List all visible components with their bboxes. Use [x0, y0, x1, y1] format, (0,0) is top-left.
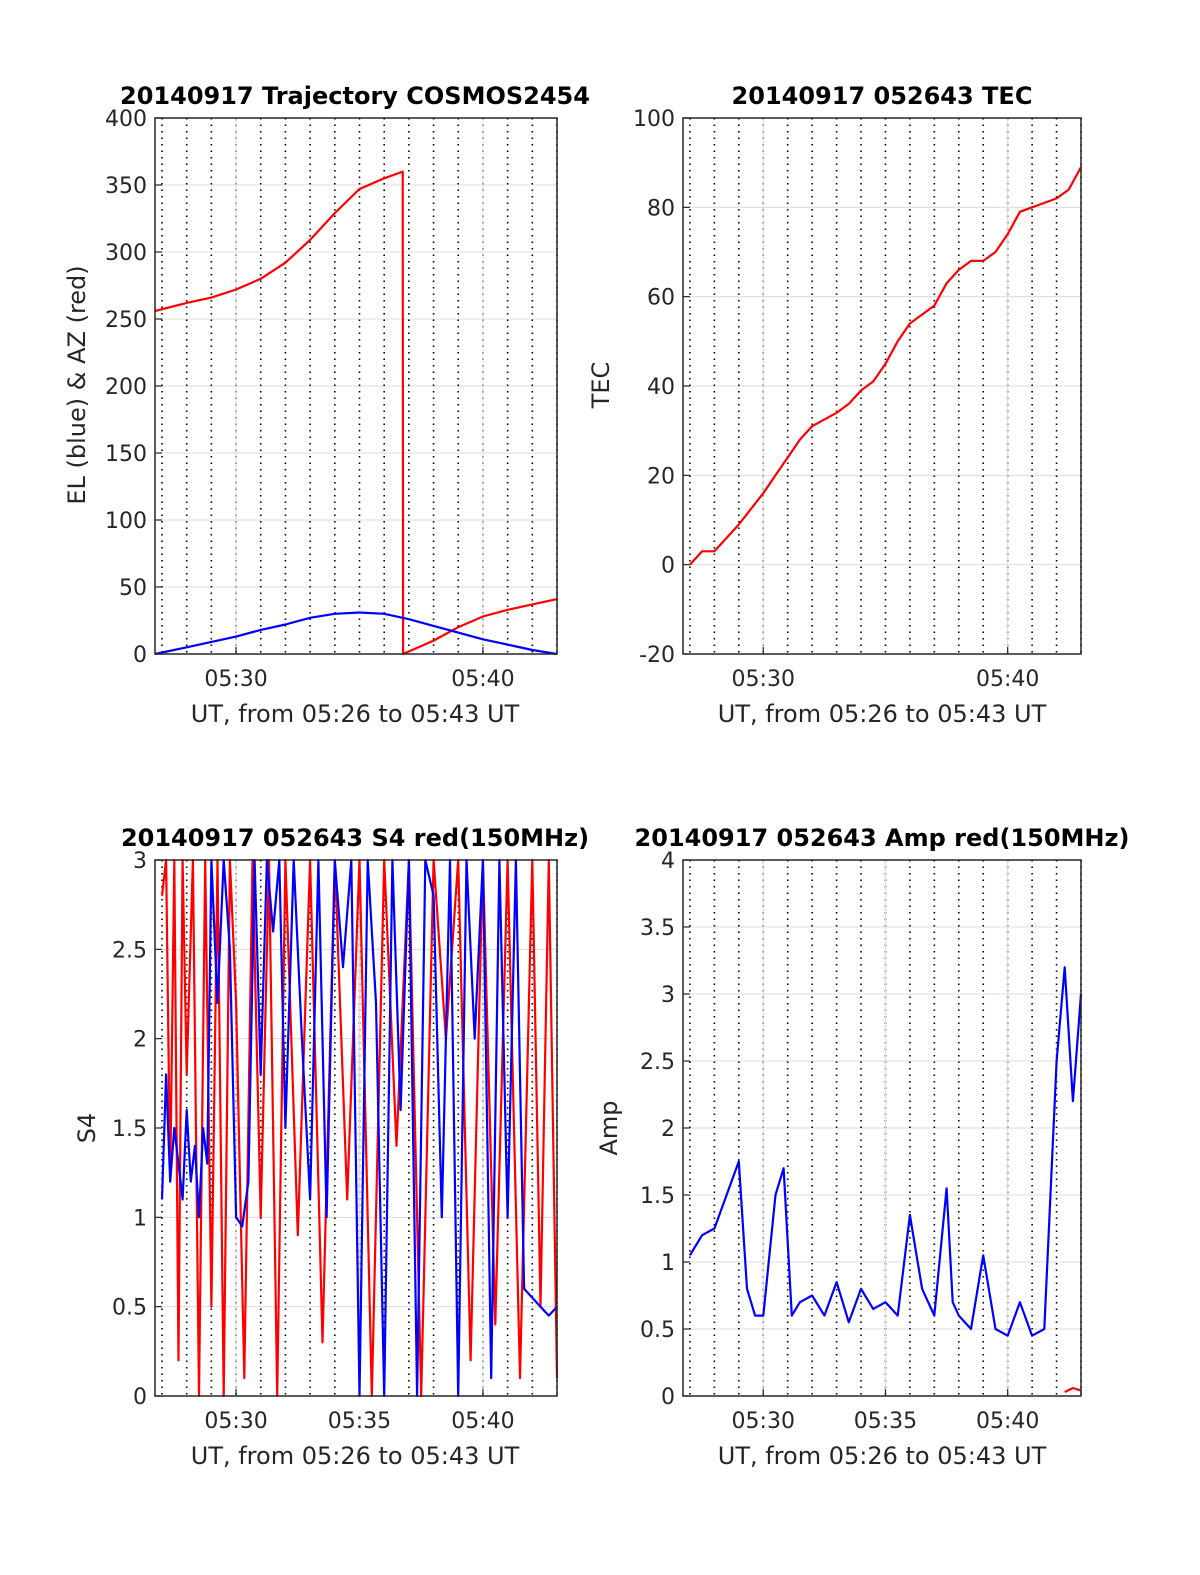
x-tick-label: 05:30 [204, 667, 267, 692]
y-tick-label: 50 [119, 576, 147, 601]
y-tick-label: 1.5 [640, 1184, 675, 1209]
y-tick-label: 0 [661, 1385, 675, 1410]
tec-title: 20140917 052643 TEC [732, 82, 1033, 110]
tec-panel: 20140917 052643 TEC UT, from 05:26 to 05… [587, 82, 1082, 728]
y-tick-label: 1.5 [112, 1117, 147, 1142]
y-tick-label: 60 [647, 286, 675, 311]
y-tick-label: 1 [133, 1206, 147, 1231]
s4-x-ticks: 05:30 05:35 05:40 [204, 1389, 515, 1434]
amp-y-ticks: 0 0.5 1 1.5 2 2.5 3 3.5 4 [640, 849, 690, 1410]
tec-y-ticks: -20 0 20 40 60 80 100 [633, 107, 690, 668]
amp-title: 20140917 052643 Amp red(150MHz) [635, 824, 1130, 852]
trajectory-panel: 20140917 Trajectory COSMOS2454 UT, from … [63, 82, 590, 728]
amp-xlabel: UT, from 05:26 to 05:43 UT [718, 1442, 1047, 1470]
s4-panel: 20140917 052643 S4 red(150MHz) UT, from … [73, 824, 589, 1470]
y-tick-label: 0.5 [640, 1318, 675, 1343]
s4-title: 20140917 052643 S4 red(150MHz) [121, 824, 589, 852]
y-tick-label: 80 [647, 196, 675, 221]
x-tick-label: 05:35 [854, 1409, 917, 1434]
trajectory-title: 20140917 Trajectory COSMOS2454 [120, 82, 590, 110]
x-tick-label: 05:30 [732, 667, 795, 692]
y-tick-label: 200 [105, 375, 147, 400]
tec-axes-box [682, 117, 1082, 655]
s4-ylabel: S4 [73, 1113, 101, 1144]
trajectory-series [154, 170, 558, 656]
y-tick-label: 300 [105, 241, 147, 266]
trajectory-ylabel: EL (blue) & AZ (red) [63, 265, 91, 504]
y-tick-label: 350 [105, 174, 147, 199]
trajectory-el-line [154, 611, 558, 656]
tec-series [689, 166, 1082, 566]
x-tick-label: 05:40 [451, 667, 514, 692]
x-tick-label: 05:30 [204, 1409, 267, 1434]
x-tick-label: 05:30 [732, 1409, 795, 1434]
y-tick-label: 2 [133, 1028, 147, 1053]
y-tick-label: 3 [133, 849, 147, 874]
y-tick-label: 2.5 [640, 1050, 675, 1075]
s4-axes-box [154, 859, 558, 1397]
y-tick-label: 3 [661, 983, 675, 1008]
trajectory-az-line [154, 170, 558, 656]
y-tick-label: 0 [661, 554, 675, 579]
y-tick-label: 4 [661, 849, 675, 874]
y-tick-label: 2 [661, 1117, 675, 1142]
amp-series [688, 966, 1083, 1393]
x-tick-label: 05:35 [328, 1409, 391, 1434]
trajectory-y-ticks: 0 50 100 150 200 250 300 350 400 [105, 107, 162, 668]
tec-x-ticks: 05:30 05:40 [732, 647, 1039, 692]
y-tick-label: 400 [105, 107, 147, 132]
s4-s4_red-line [160, 858, 559, 1398]
s4-s4_blue-line [160, 858, 558, 1398]
y-tick-label: 150 [105, 442, 147, 467]
s4-series [160, 858, 559, 1398]
amp-amp_blue-line [688, 966, 1083, 1337]
amp-axes-box [682, 859, 1082, 1397]
y-tick-label: 100 [633, 107, 675, 132]
trajectory-x-ticks: 05:30 05:40 [204, 647, 515, 692]
y-tick-label: 0 [133, 1385, 147, 1410]
y-tick-label: 250 [105, 308, 147, 333]
y-tick-label: 3.5 [640, 916, 675, 941]
tec-tec-line [689, 166, 1082, 566]
y-tick-label: 0.5 [112, 1296, 147, 1321]
amp-panel: 20140917 052643 Amp red(150MHz) UT, from… [595, 824, 1129, 1470]
trajectory-axes-box [154, 117, 558, 655]
tec-ylabel: TEC [587, 362, 615, 410]
y-tick-label: 2.5 [112, 938, 147, 963]
trajectory-xlabel: UT, from 05:26 to 05:43 UT [191, 700, 520, 728]
x-tick-label: 05:40 [976, 667, 1039, 692]
y-tick-label: 100 [105, 509, 147, 534]
y-tick-label: 20 [647, 464, 675, 489]
y-tick-label: -20 [639, 643, 675, 668]
y-tick-label: 0 [133, 643, 147, 668]
amp-ylabel: Amp [595, 1100, 623, 1155]
y-tick-label: 1 [661, 1251, 675, 1276]
x-tick-label: 05:40 [451, 1409, 514, 1434]
tec-xlabel: UT, from 05:26 to 05:43 UT [718, 700, 1047, 728]
x-tick-label: 05:40 [976, 1409, 1039, 1434]
y-tick-label: 40 [647, 375, 675, 400]
amp-amp_red-line [1064, 1386, 1082, 1393]
s4-xlabel: UT, from 05:26 to 05:43 UT [191, 1442, 520, 1470]
amp-x-ticks: 05:30 05:35 05:40 [732, 1389, 1039, 1434]
